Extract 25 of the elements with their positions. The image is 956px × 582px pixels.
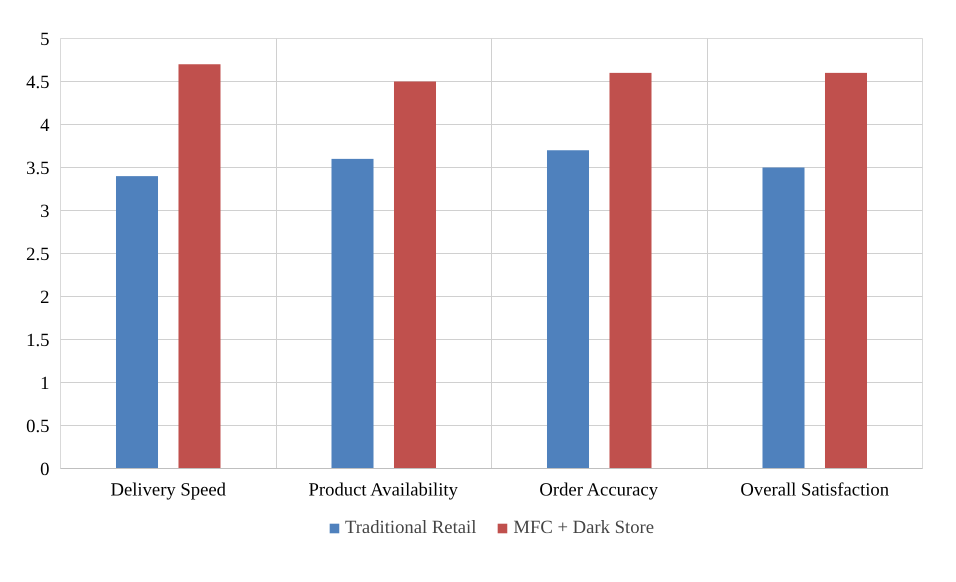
bar	[331, 158, 374, 468]
bar	[116, 176, 158, 468]
y-tick-label: 2	[40, 287, 50, 308]
y-tick-label: 3	[40, 201, 50, 222]
bar	[394, 82, 436, 468]
bar	[824, 72, 868, 468]
y-tick-label: 0.5	[26, 416, 50, 437]
y-tick-label: 5	[40, 29, 50, 50]
y-tick-label: 1.5	[26, 330, 50, 351]
legend-label: Traditional Retail	[344, 517, 476, 539]
bar	[178, 64, 221, 468]
x-tick-label: Overall Satisfaction	[740, 480, 890, 500]
y-tick-label: 3.5	[26, 158, 50, 179]
y-tick-label: 4	[40, 115, 50, 136]
y-tick-label: 0	[40, 459, 50, 480]
y-tick-label: 1	[40, 373, 50, 394]
x-tick-label: Product Availability	[308, 480, 459, 500]
y-tick-label: 2.5	[26, 244, 50, 265]
legend-label: MFC + Dark Store	[513, 517, 654, 539]
y-tick-label: 4.5	[26, 72, 50, 93]
bar	[546, 150, 590, 468]
bar	[609, 72, 652, 468]
x-tick-label: Order Accuracy	[539, 480, 659, 500]
bar	[762, 168, 805, 468]
x-tick-label: Delivery Speed	[110, 480, 227, 500]
